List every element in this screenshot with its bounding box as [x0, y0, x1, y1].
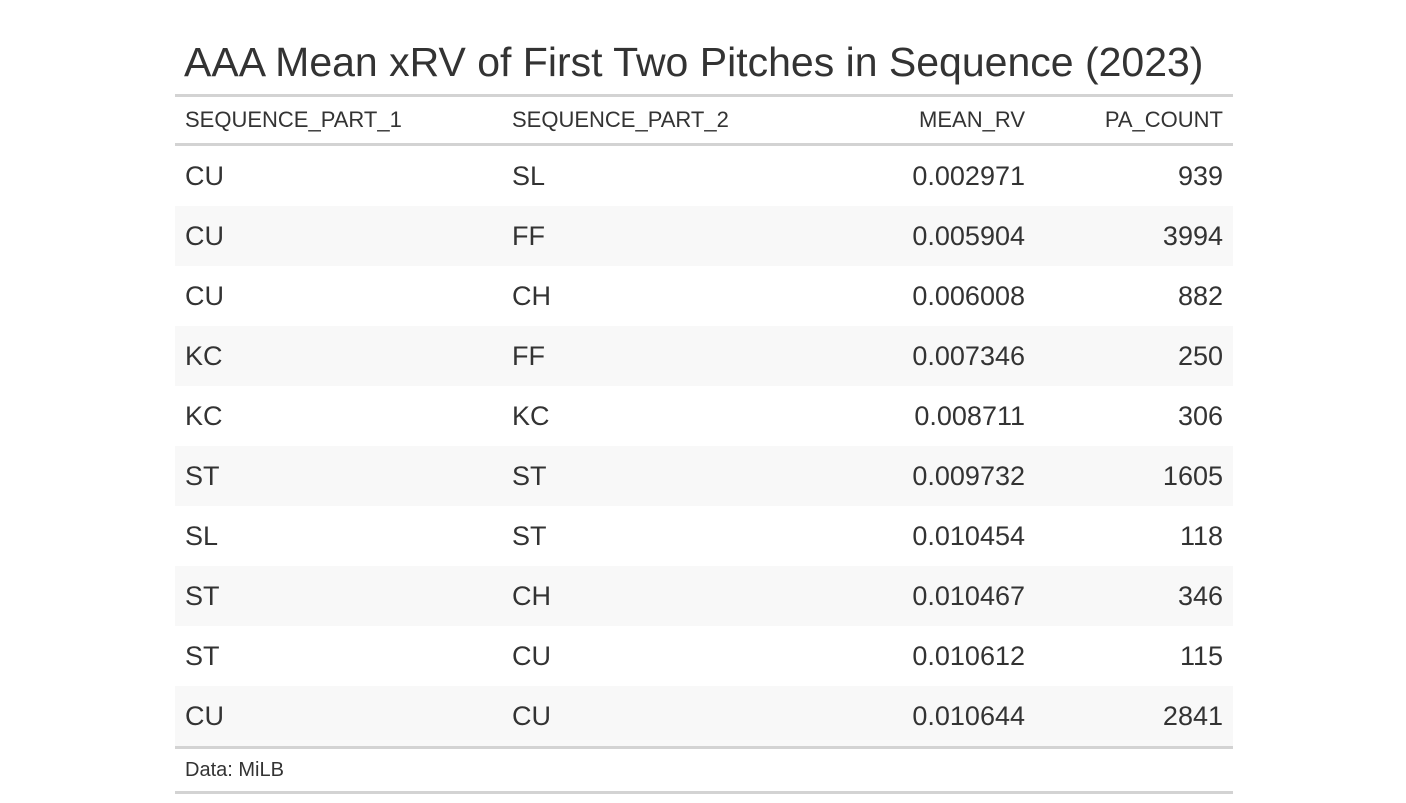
sequence-part-1-cell: ST — [185, 460, 220, 491]
sequence-part-1-cell: SL — [185, 520, 219, 551]
sequence-part-2-cell: SL — [512, 160, 546, 191]
table-row: CU CH 0.006008 882 — [175, 266, 1233, 326]
column-header-sequence-part-1: SEQUENCE_PART_1 — [185, 107, 402, 132]
sequence-part-2-cell: FF — [512, 340, 545, 371]
mean-rv-cell: 0.010467 — [912, 580, 1025, 611]
pa-count-cell: 939 — [1177, 160, 1223, 191]
data-table: SEQUENCE_PART_1 SEQUENCE_PART_2 MEAN_RV … — [175, 94, 1233, 749]
sequence-part-1-cell: KC — [185, 400, 223, 431]
sequence-part-2-cell: ST — [512, 460, 547, 491]
table-row: KC FF 0.007346 250 — [175, 326, 1233, 386]
mean-rv-cell: 0.010644 — [912, 700, 1025, 731]
mean-rv-cell: 0.006008 — [912, 280, 1025, 311]
sequence-part-2-cell: KC — [512, 400, 550, 431]
pa-count-cell: 882 — [1177, 280, 1223, 311]
table-row: CU CU 0.010644 2841 — [175, 686, 1233, 748]
table-row: SL ST 0.010454 118 — [175, 506, 1233, 566]
sequence-part-1-cell: CU — [185, 280, 224, 311]
table-title: AAA Mean xRV of First Two Pitches in Seq… — [184, 39, 1204, 85]
table-row: KC KC 0.008711 306 — [175, 386, 1233, 446]
pa-count-cell: 115 — [1179, 640, 1223, 671]
header-row: SEQUENCE_PART_1 SEQUENCE_PART_2 MEAN_RV … — [175, 95, 1233, 145]
pa-count-cell: 118 — [1179, 520, 1223, 551]
pa-count-cell: 1605 — [1162, 460, 1223, 491]
source-note: Data: MiLB — [175, 749, 1233, 794]
table-row: ST CU 0.010612 115 — [175, 626, 1233, 686]
sequence-part-1-cell: CU — [185, 160, 224, 191]
column-header-pa-count: PA_COUNT — [1104, 107, 1223, 132]
sequence-part-1-cell: ST — [185, 580, 220, 611]
pa-count-cell: 306 — [1177, 400, 1223, 431]
sequence-part-2-cell: CH — [512, 580, 551, 611]
mean-rv-cell: 0.002971 — [912, 160, 1025, 191]
column-header-mean-rv: MEAN_RV — [919, 107, 1025, 132]
mean-rv-cell: 0.010612 — [912, 640, 1025, 671]
pa-count-cell: 3994 — [1162, 220, 1223, 251]
sequence-part-2-cell: CH — [512, 280, 551, 311]
table-body: CU SL 0.002971 939 CU FF 0.005904 3994 CU CH 0.006… — [175, 145, 1233, 748]
data-table-container: AAA Mean xRV of First Two Pitches in Seq… — [175, 34, 1233, 794]
pa-count-cell: 346 — [1177, 580, 1223, 611]
sequence-part-2-cell: FF — [512, 220, 545, 251]
sequence-part-1-cell: CU — [185, 220, 224, 251]
table-row: CU FF 0.005904 3994 — [175, 206, 1233, 266]
pa-count-cell: 2841 — [1162, 700, 1223, 731]
pa-count-cell: 250 — [1177, 340, 1223, 371]
sequence-part-2-cell: CU — [512, 640, 551, 671]
table-row: CU SL 0.002971 939 — [175, 145, 1233, 207]
mean-rv-cell: 0.008711 — [914, 400, 1025, 431]
sequence-part-2-cell: ST — [512, 520, 547, 551]
mean-rv-cell: 0.009732 — [912, 460, 1025, 491]
mean-rv-cell: 0.005904 — [912, 220, 1025, 251]
mean-rv-cell: 0.007346 — [912, 340, 1025, 371]
column-header-sequence-part-2: SEQUENCE_PART_2 — [512, 107, 729, 132]
sequence-part-1-cell: CU — [185, 700, 224, 731]
sequence-part-1-cell: ST — [185, 640, 220, 671]
sequence-part-2-cell: CU — [512, 700, 551, 731]
table-row: ST ST 0.009732 1605 — [175, 446, 1233, 506]
sequence-part-1-cell: KC — [185, 340, 223, 371]
mean-rv-cell: 0.010454 — [912, 520, 1025, 551]
table-row: ST CH 0.010467 346 — [175, 566, 1233, 626]
